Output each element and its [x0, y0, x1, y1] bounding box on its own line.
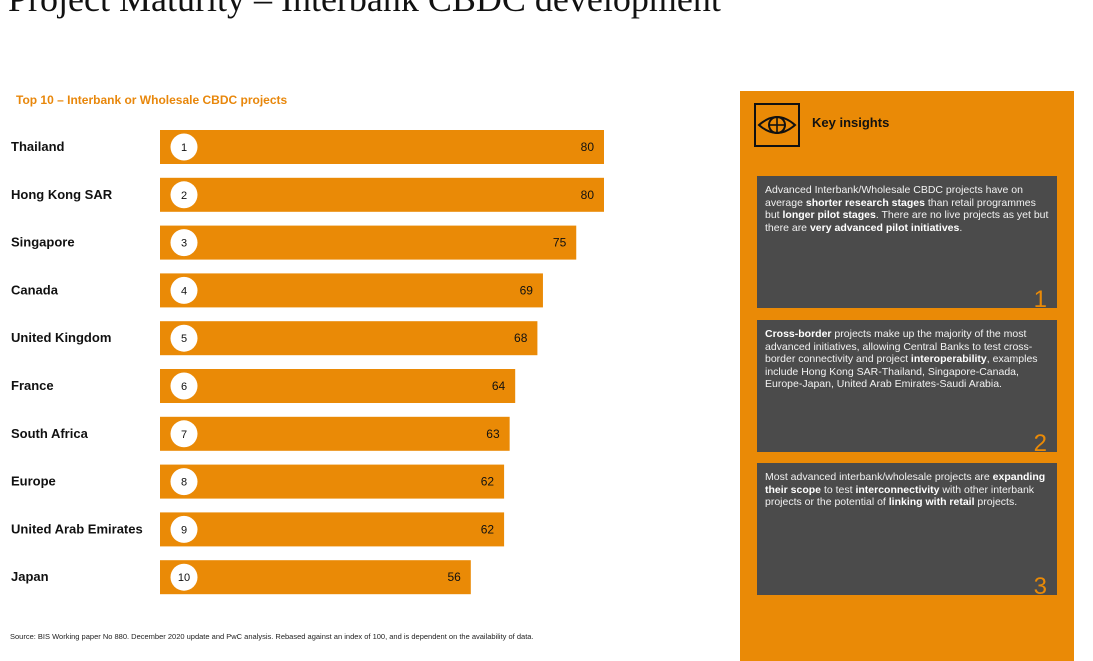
value-label: 56 — [447, 570, 461, 584]
bar — [160, 130, 604, 164]
category-label: France — [11, 378, 54, 393]
category-label: Thailand — [11, 139, 65, 154]
category-label: Japan — [11, 569, 49, 584]
category-label: Singapore — [11, 235, 75, 250]
page-title: Project Maturity – Interbank CBDC develo… — [8, 0, 721, 20]
insight-number: 2 — [1033, 429, 1047, 457]
rank-badge — [170, 420, 198, 448]
rank-label: 3 — [181, 238, 187, 250]
bar — [160, 273, 543, 308]
value-label: 69 — [520, 283, 534, 297]
bar — [160, 225, 577, 260]
insight-text: Most advanced interbank/wholesale projec… — [765, 471, 1046, 508]
rank-label: 1 — [181, 142, 187, 154]
bar — [160, 177, 604, 212]
rank-label: 9 — [181, 524, 187, 536]
bar — [160, 464, 505, 499]
eye-globe-icon — [754, 103, 800, 147]
rank-label: 10 — [178, 572, 190, 584]
value-label: 63 — [486, 427, 500, 441]
rank-label: 7 — [181, 429, 187, 441]
rank-label: 4 — [181, 285, 187, 297]
chart-title: Top 10 – Interbank or Wholesale CBDC pro… — [16, 93, 288, 107]
category-label: United Arab Emirates — [11, 521, 143, 536]
rank-badge — [170, 276, 198, 304]
insight-number: 3 — [1033, 572, 1047, 600]
insight-box-3: Most advanced interbank/wholesale projec… — [757, 463, 1057, 600]
value-label: 62 — [481, 522, 495, 536]
bar — [160, 560, 471, 595]
rank-label: 2 — [181, 190, 187, 202]
category-label: United Kingdom — [11, 330, 111, 345]
value-label: 75 — [553, 236, 567, 250]
rank-badge — [170, 181, 198, 209]
value-label: 62 — [481, 475, 495, 489]
value-label: 64 — [492, 379, 506, 393]
bar — [160, 369, 516, 403]
value-label: 68 — [514, 331, 528, 345]
category-label: South Africa — [11, 426, 89, 441]
rank-badge — [170, 372, 198, 400]
rank-badge — [170, 563, 198, 591]
rank-badge — [170, 468, 198, 496]
bar — [160, 416, 510, 451]
source-note: Source: BIS Working paper No 880. Decemb… — [10, 632, 534, 641]
insight-text: Cross-border projects make up the majori… — [765, 328, 1038, 390]
category-label: Hong Kong SAR — [11, 187, 113, 202]
bar — [160, 321, 538, 356]
value-label: 80 — [581, 140, 595, 154]
rank-badge — [170, 515, 198, 543]
insight-text: Advanced Interbank/Wholesale CBDC projec… — [765, 184, 1049, 234]
rank-badge — [170, 229, 198, 257]
rank-badge — [170, 324, 198, 352]
rank-label: 5 — [181, 333, 187, 345]
category-label: Europe — [11, 474, 56, 489]
key-insights-heading: Key insights — [812, 115, 890, 130]
rank-badge — [170, 133, 198, 161]
value-label: 80 — [581, 188, 595, 202]
rank-label: 8 — [181, 477, 187, 489]
insight-number: 1 — [1033, 285, 1047, 313]
bar — [160, 512, 505, 547]
insight-box-2: Cross-border projects make up the majori… — [757, 320, 1057, 457]
key-insights-panel: Key insights Advanced Interbank/Wholesal… — [740, 91, 1074, 661]
rank-label: 6 — [181, 381, 187, 393]
insight-box-1: Advanced Interbank/Wholesale CBDC projec… — [757, 176, 1057, 313]
category-label: Canada — [11, 282, 59, 297]
